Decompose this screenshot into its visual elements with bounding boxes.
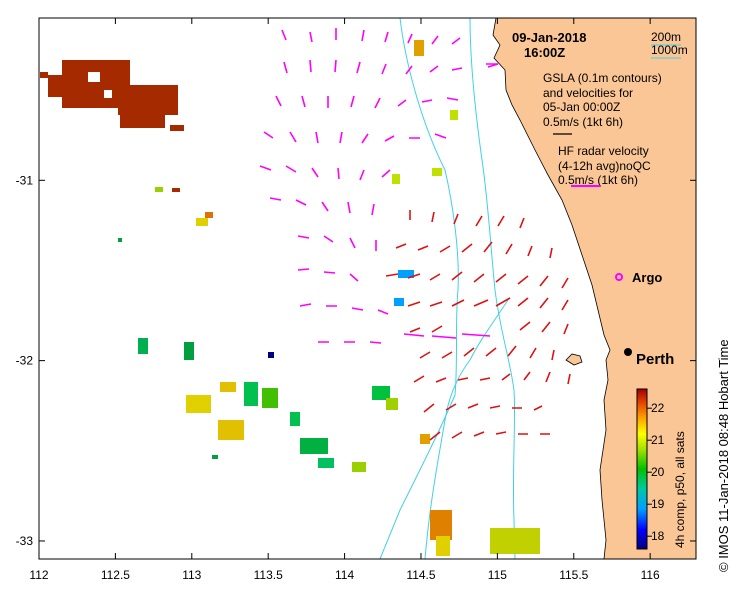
colorbar-label: 4h comp, p50, all sats (673, 431, 687, 548)
perth-marker (624, 348, 632, 356)
x-tick-label: 112 (29, 568, 48, 582)
y-tick-label: -32 (16, 354, 34, 368)
rottnest-island (565, 353, 583, 366)
x-tick-label: 116 (641, 568, 660, 582)
perth-label: Perth (636, 351, 674, 368)
colorbar-tick-label: 18 (651, 529, 665, 543)
colorbar (636, 388, 648, 550)
title-time: 16:00Z (524, 45, 565, 60)
argo-marker (615, 273, 623, 281)
x-tick-label: 112.5 (101, 568, 130, 582)
copyright-text: © IMOS 11-Jan-2018 08:48 Hobart Time (716, 339, 731, 572)
x-tick-label: 113 (182, 568, 201, 582)
hf-vectors (385, 210, 571, 441)
colorbar-tick-label: 19 (651, 497, 665, 511)
x-tick-label: 115 (488, 568, 507, 582)
gsla-legend-line-3: 05-Jan 00:00Z (543, 100, 620, 114)
isobath-200m (469, 18, 516, 559)
colorbar-tick-label: 22 (651, 401, 665, 415)
colorbar-tick-label: 20 (651, 465, 665, 479)
x-tick-label: 115.5 (559, 568, 588, 582)
x-tick-label: 114.5 (406, 568, 435, 582)
hf-legend-line-1: HF radar velocity (558, 144, 649, 158)
argo-label: Argo (632, 270, 662, 285)
legend-1000m: 1000m (651, 43, 688, 57)
gsla-legend-line-4: 0.5m/s (1kt 6h) (543, 115, 623, 129)
gsla-legend-line-2: and velocities for (543, 86, 633, 100)
plot-frame (38, 17, 697, 560)
hf-legend-line-2: (4-12h avg)noQC (558, 159, 651, 173)
gsla-vectors (259, 28, 499, 344)
x-tick-label: 113.5 (254, 568, 283, 582)
x-tick-label: 114 (335, 568, 354, 582)
x-axis: 112 112.5 113 113.5 114 114.5 115 115.5 116 (29, 18, 660, 582)
title-date: 09-Jan-2018 (512, 30, 586, 45)
isobath-1000m-b (424, 299, 509, 559)
y-tick-label: -31 (16, 173, 34, 187)
y-axis: -31 -32 -33 (16, 173, 696, 548)
sst-pixels (40, 40, 540, 556)
legend-200m: 200m (651, 30, 681, 44)
colorbar-ticks: 22 21 20 19 18 (647, 401, 665, 543)
colorbar-tick-label: 21 (651, 433, 665, 447)
gsla-legend-line-1: GSLA (0.1m contours) (543, 71, 662, 85)
y-tick-label: -33 (16, 534, 34, 548)
isobath-1000m (379, 18, 459, 559)
hf-legend-line-3: 0.5m/s (1kt 6h) (558, 173, 638, 187)
